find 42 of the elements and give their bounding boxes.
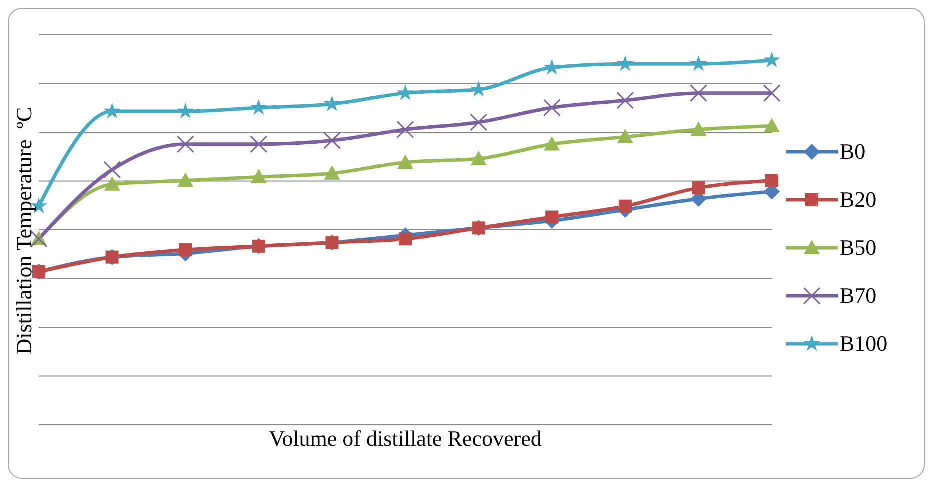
point — [543, 99, 561, 117]
point — [692, 182, 706, 195]
legend-label: B50 — [840, 235, 877, 261]
legend-label: B20 — [840, 187, 877, 213]
point — [690, 55, 708, 72]
legend-label: B70 — [840, 283, 877, 309]
point — [250, 99, 268, 116]
point — [764, 52, 780, 68]
point — [618, 200, 632, 213]
x-axis-title: Volume of distillate Recovered — [268, 426, 543, 452]
point — [396, 121, 414, 139]
point — [179, 244, 192, 257]
point — [250, 136, 268, 154]
point — [470, 114, 488, 132]
point — [690, 122, 707, 136]
point — [178, 172, 194, 188]
point — [397, 84, 414, 100]
y-axis-title: Distillation Temperature ºC — [12, 106, 38, 354]
legend-label: B100 — [840, 331, 888, 357]
point — [617, 55, 634, 72]
point — [323, 132, 341, 150]
point — [544, 136, 560, 151]
point — [104, 102, 121, 119]
point — [104, 176, 120, 191]
point — [690, 84, 708, 102]
point — [546, 210, 559, 224]
point — [470, 150, 487, 166]
point — [399, 232, 412, 246]
point — [764, 118, 780, 133]
point — [544, 59, 560, 75]
point — [617, 129, 634, 144]
point — [766, 174, 778, 188]
point — [250, 169, 267, 184]
point — [324, 95, 341, 112]
point — [398, 154, 414, 169]
point — [763, 84, 781, 102]
point — [324, 166, 340, 180]
point — [616, 92, 634, 110]
point — [104, 161, 122, 179]
legend-label: B0 — [840, 139, 866, 165]
point — [177, 102, 194, 119]
point — [176, 136, 194, 154]
